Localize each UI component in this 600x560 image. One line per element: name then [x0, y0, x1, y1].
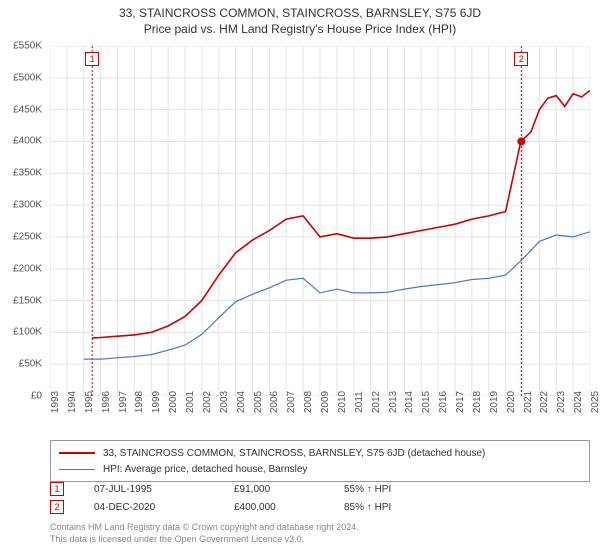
chart-subtitle: Price paid vs. HM Land Registry's House …	[0, 22, 600, 36]
event-row: 1 07-JUL-1995 £91,000 55% ↑ HPI	[50, 480, 590, 498]
x-tick-label: 2000	[168, 391, 179, 413]
x-tick-label: 2019	[489, 391, 500, 413]
legend: 33, STAINCROSS COMMON, STAINCROSS, BARNS…	[50, 440, 590, 482]
y-tick-label: £100K	[13, 327, 42, 338]
x-tick-label: 2012	[371, 391, 382, 413]
event-pct: 85% ↑ HPI	[344, 502, 444, 513]
event-marker-2: 2	[514, 52, 528, 66]
x-tick-label: 2011	[354, 391, 365, 413]
chart-title: 33, STAINCROSS COMMON, STAINCROSS, BARNS…	[0, 6, 600, 20]
y-tick-label: £200K	[13, 263, 42, 274]
event-marker-1: 1	[85, 52, 99, 66]
x-tick-label: 2006	[269, 391, 280, 413]
x-tick-label: 1993	[50, 391, 61, 413]
x-tick-label: 2015	[421, 391, 432, 413]
x-tick-label: 2022	[539, 391, 550, 413]
footer: Contains HM Land Registry data © Crown c…	[50, 522, 590, 545]
plot-svg	[50, 46, 590, 396]
legend-row: HPI: Average price, detached house, Barn…	[59, 461, 581, 477]
footer-line-2: This data is licensed under the Open Gov…	[50, 534, 590, 546]
x-tick-label: 2020	[506, 391, 517, 413]
event-row: 2 04-DEC-2020 £400,000 85% ↑ HPI	[50, 498, 590, 516]
y-tick-label: £500K	[13, 72, 42, 83]
x-tick-label: 1998	[134, 391, 145, 413]
x-tick-label: 2008	[303, 391, 314, 413]
x-tick-label: 1997	[118, 391, 129, 413]
x-tick-label: 2004	[236, 391, 247, 413]
y-tick-label: £150K	[13, 295, 42, 306]
event-date: 04-DEC-2020	[94, 502, 204, 513]
legend-swatch	[59, 452, 95, 454]
event-pct: 55% ↑ HPI	[344, 484, 444, 495]
x-tick-label: 2003	[219, 391, 230, 413]
x-tick-label: 2013	[388, 391, 399, 413]
footer-line-1: Contains HM Land Registry data © Crown c…	[50, 522, 590, 534]
x-tick-label: 2007	[286, 391, 297, 413]
x-tick-label: 2009	[320, 391, 331, 413]
event-price: £400,000	[234, 502, 314, 513]
x-tick-label: 2005	[253, 391, 264, 413]
y-tick-label: £300K	[13, 200, 42, 211]
x-tick-label: 2002	[202, 391, 213, 413]
x-tick-label: 1994	[67, 391, 78, 413]
x-tick-label: 2010	[337, 391, 348, 413]
x-tick-label: 2014	[404, 391, 415, 413]
legend-row: 33, STAINCROSS COMMON, STAINCROSS, BARNS…	[59, 445, 581, 461]
event-index-box: 2	[50, 500, 64, 514]
y-tick-label: £550K	[13, 41, 42, 52]
event-index-box: 1	[50, 482, 64, 496]
y-tick-label: £450K	[13, 104, 42, 115]
events-table: 1 07-JUL-1995 £91,000 55% ↑ HPI 2 04-DEC-2020…	[50, 480, 590, 516]
x-tick-label: 2024	[573, 391, 584, 413]
x-tick-label: 2018	[472, 391, 483, 413]
house-price-chart: 33, STAINCROSS COMMON, STAINCROSS, BARNS…	[0, 0, 600, 560]
x-tick-label: 2023	[556, 391, 567, 413]
chart-title-block: 33, STAINCROSS COMMON, STAINCROSS, BARNS…	[0, 0, 600, 36]
x-tick-label: 2025	[590, 391, 600, 413]
x-tick-label: 2017	[455, 391, 466, 413]
legend-label: HPI: Average price, detached house, Barn…	[103, 464, 307, 475]
legend-swatch	[59, 469, 95, 470]
y-tick-label: £250K	[13, 231, 42, 242]
x-tick-label: 2016	[438, 391, 449, 413]
x-axis: 1993199419951996199719981999200020012002…	[50, 398, 590, 438]
x-tick-label: 2001	[185, 391, 196, 413]
y-tick-label: £0	[31, 391, 42, 402]
y-tick-label: £350K	[13, 168, 42, 179]
x-tick-label: 1995	[84, 391, 95, 413]
x-tick-label: 2021	[523, 391, 534, 413]
y-tick-label: £50K	[19, 359, 42, 370]
y-axis: £0£50K£100K£150K£200K£250K£300K£350K£400…	[0, 46, 46, 396]
event-date: 07-JUL-1995	[94, 484, 204, 495]
x-tick-label: 1999	[151, 391, 162, 413]
plot-area	[50, 46, 590, 396]
x-tick-label: 1996	[101, 391, 112, 413]
y-tick-label: £400K	[13, 136, 42, 147]
event-price: £91,000	[234, 484, 314, 495]
legend-label: 33, STAINCROSS COMMON, STAINCROSS, BARNS…	[103, 448, 485, 459]
